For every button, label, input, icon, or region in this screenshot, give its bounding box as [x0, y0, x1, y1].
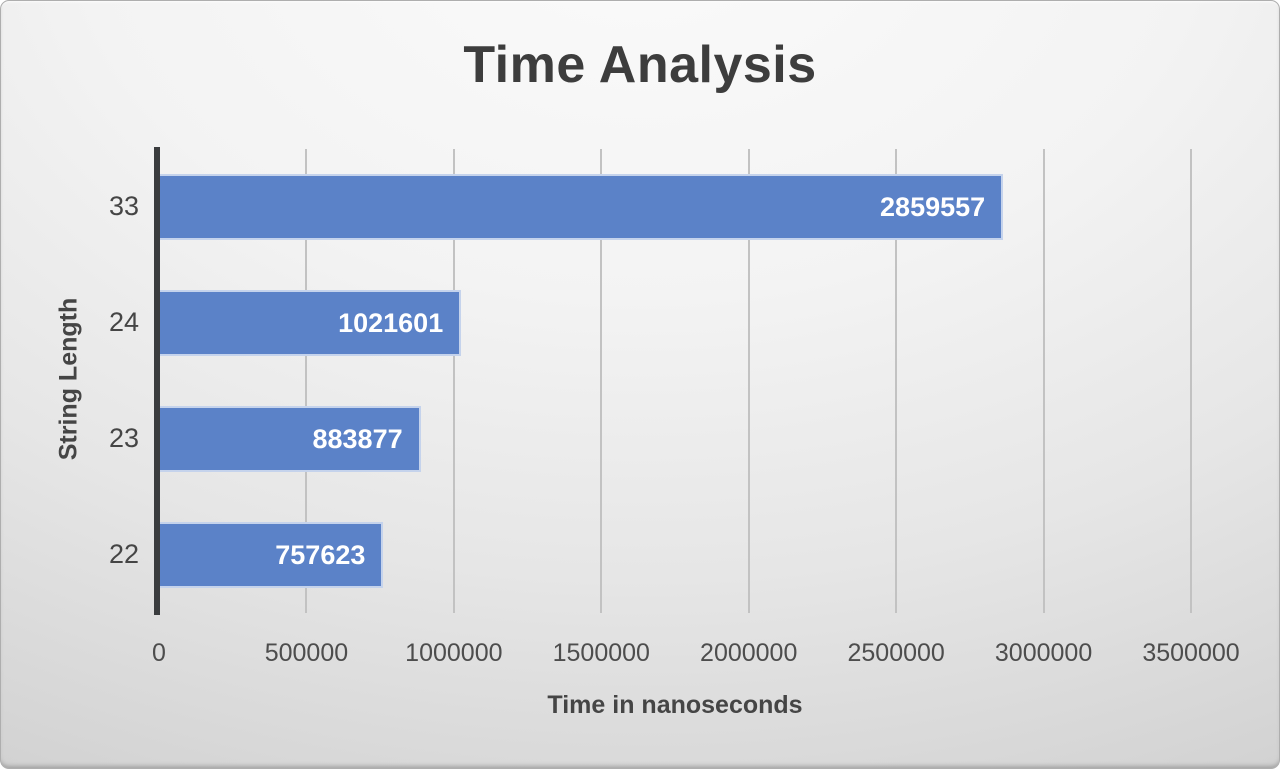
- x-tick-label: 2000000: [700, 639, 798, 667]
- bar: 883877: [160, 406, 421, 472]
- bar: 1021601: [160, 290, 462, 356]
- y-axis-title: String Length: [54, 297, 83, 461]
- gridline: [600, 149, 603, 613]
- gridline: [452, 149, 455, 613]
- gridline: [305, 149, 308, 613]
- x-tick-label: 3500000: [1142, 639, 1240, 667]
- y-axis-line: [154, 147, 160, 615]
- category-label: 22: [108, 539, 139, 569]
- x-tick-label: 0: [152, 639, 166, 667]
- gridline: [895, 149, 898, 613]
- gridline: [1042, 149, 1045, 613]
- bar-data-label: 883877: [312, 424, 403, 454]
- bar: 757623: [160, 522, 384, 588]
- category-label: 23: [108, 423, 139, 453]
- bar-data-label: 2859557: [880, 192, 986, 222]
- bar: 2859557: [160, 174, 1004, 240]
- x-tick-label: 2500000: [847, 639, 945, 667]
- gridline: [1190, 149, 1192, 613]
- bar-data-label: 757623: [275, 540, 366, 570]
- category-label: 24: [108, 307, 139, 337]
- chart-title: Time Analysis: [463, 36, 817, 94]
- gridline: [747, 149, 750, 613]
- x-tick-label: 3000000: [994, 639, 1093, 667]
- x-tick-label: 1000000: [405, 639, 503, 667]
- bar-data-label: 1021601: [338, 308, 444, 338]
- plot-area: 2859557 1021601 883877 757623: [159, 149, 1192, 613]
- category-label: 33: [108, 191, 139, 221]
- x-tick-label: 1500000: [552, 639, 650, 667]
- x-tick-label: 500000: [264, 639, 349, 667]
- x-axis-title: Time in nanoseconds: [547, 691, 803, 719]
